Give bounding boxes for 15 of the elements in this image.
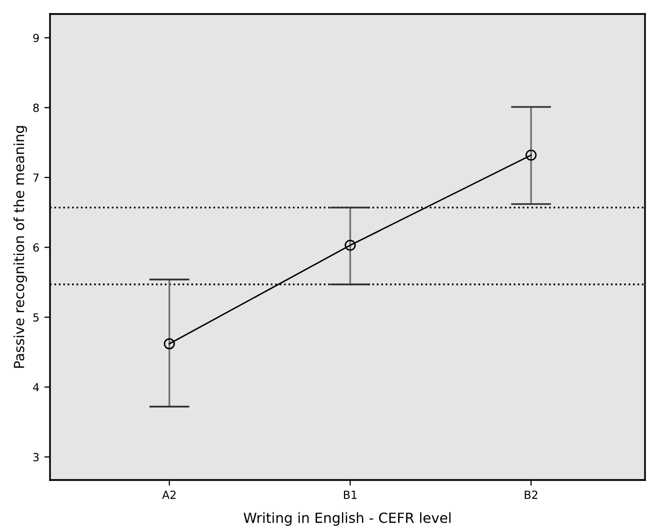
point: [344, 240, 356, 251]
y-tick-label: 6: [33, 243, 39, 252]
x-tick-label: B2: [524, 490, 538, 499]
y-tick-label: 8: [33, 104, 39, 112]
point: [164, 338, 175, 350]
point: [526, 150, 537, 161]
x-tick-label: A2: [162, 490, 176, 499]
y-tick-label: 3: [33, 452, 39, 462]
y-axis-title: Passive recognition of the meaning: [14, 126, 27, 368]
x-tick-label: B1: [344, 490, 357, 499]
y-tick-label: 7: [33, 174, 39, 182]
y-tick-label: 9: [33, 34, 39, 42]
y-tick-label: 5: [33, 313, 39, 322]
x-axis-title: Writing in English - CEFR level: [244, 512, 451, 526]
y-tick-label: 4: [33, 383, 39, 392]
